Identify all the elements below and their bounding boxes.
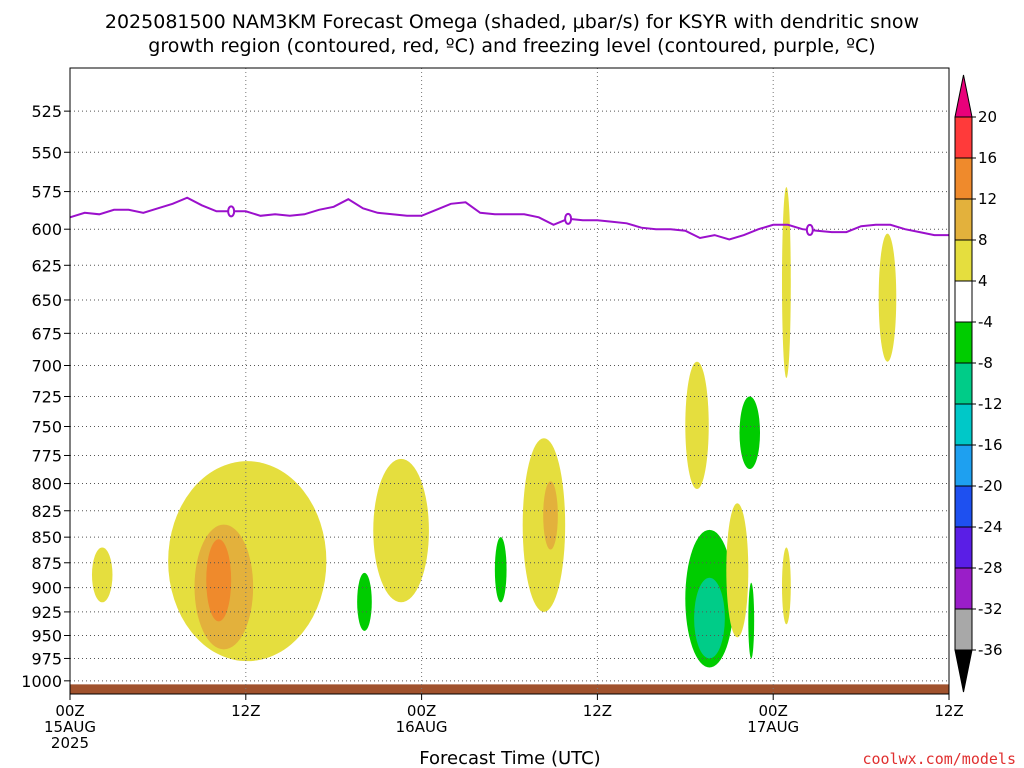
y-tick-label: 575 xyxy=(31,183,62,202)
colorbar-label: -32 xyxy=(978,600,1003,618)
x-tick-label: 00Z xyxy=(407,702,436,720)
omega-colorbar: 20 16 12 8 4 -4 -8 -12 -16 -20 -24 -28 -32 -36 xyxy=(954,74,1003,693)
colorbar-band-11 xyxy=(954,567,973,610)
colorbar-label: -20 xyxy=(978,477,1003,495)
x-tick-label: 15AUG xyxy=(44,718,96,736)
omega-region-15 xyxy=(781,186,791,379)
colorbar-label: -36 xyxy=(978,641,1003,659)
y-tick-label: 600 xyxy=(31,220,62,239)
omega-region-8 xyxy=(543,481,558,550)
credit-text: coolwx.com/models xyxy=(862,750,1016,768)
colorbar-label: -8 xyxy=(978,354,993,372)
omega-region-14 xyxy=(748,582,755,659)
colorbar-band-9 xyxy=(954,485,973,528)
x-tick-label: 12Z xyxy=(583,702,612,720)
omega-region-0 xyxy=(91,547,113,603)
y-tick-label: 925 xyxy=(31,603,62,622)
omega-region-17 xyxy=(878,233,897,362)
chart-title-line-2: growth region (contoured, red, ºC) and f… xyxy=(148,35,875,57)
colorbar-label: -28 xyxy=(978,559,1003,577)
omega-region-11 xyxy=(694,577,725,659)
colorbar-band-12 xyxy=(954,608,973,651)
x-tick-label: 2025 xyxy=(51,734,89,752)
x-tick-label: 12Z xyxy=(231,702,260,720)
colorbar-band-6 xyxy=(954,362,973,405)
freezing-level-label-2 xyxy=(805,223,814,236)
y-tick-label: 725 xyxy=(31,388,62,407)
colorbar-label: -16 xyxy=(978,436,1003,454)
y-tick-label: 550 xyxy=(31,143,62,162)
omega-region-12 xyxy=(726,503,749,638)
colorbar-band-4 xyxy=(954,280,973,323)
colorbar-label: -24 xyxy=(978,518,1003,536)
y-tick-label: 975 xyxy=(31,649,62,668)
colorbar-band-0 xyxy=(954,116,973,159)
colorbar-band-5 xyxy=(954,321,973,364)
colorbar-band-7 xyxy=(954,403,973,446)
freezing-level-line xyxy=(69,196,949,241)
colorbar-label: -12 xyxy=(978,395,1003,413)
y-tick-label: 775 xyxy=(31,446,62,465)
omega-region-9 xyxy=(685,361,709,490)
grid-lines xyxy=(70,68,949,694)
omega-region-13 xyxy=(739,396,761,470)
x-tick-label: 16AUG xyxy=(396,718,448,736)
colorbar-top-triangle xyxy=(954,74,973,118)
colorbar-label: 8 xyxy=(978,231,988,249)
colorbar-label: 12 xyxy=(978,190,997,208)
colorbar-label: 4 xyxy=(978,272,988,290)
plot-frame xyxy=(69,67,950,695)
omega-region-5 xyxy=(373,458,429,603)
y-tick-label: 825 xyxy=(31,502,62,521)
chart-title-line-1: 2025081500 NAM3KM Forecast Omega (shaded… xyxy=(105,11,919,33)
y-tick-label: 1000 xyxy=(21,672,62,691)
terrain-fill xyxy=(70,684,949,694)
pressure-axis: 525 550 575 600 625 650 675 700 725 750 775 800 825 8… xyxy=(21,102,70,691)
x-tick-label: 12Z xyxy=(934,702,963,720)
omega-region-4 xyxy=(357,572,372,631)
y-tick-label: 525 xyxy=(31,102,62,121)
terrain-band xyxy=(70,684,949,694)
colorbar-label: 16 xyxy=(978,149,997,167)
x-tick-label: 17AUG xyxy=(747,718,799,736)
x-axis-title: Forecast Time (UTC) xyxy=(419,748,600,768)
omega-shading xyxy=(91,186,897,668)
colorbar-band-10 xyxy=(954,526,973,569)
freezing-level-label-0 xyxy=(227,205,236,218)
colorbar-label: 20 xyxy=(978,108,997,126)
y-tick-label: 850 xyxy=(31,528,62,547)
omega-region-16 xyxy=(781,547,791,625)
y-tick-label: 750 xyxy=(31,417,62,436)
y-tick-label: 950 xyxy=(31,626,62,645)
colorbar-label: -4 xyxy=(978,313,993,331)
omega-region-3 xyxy=(206,539,232,622)
freezing-level-contour xyxy=(69,196,949,241)
colorbar-band-1 xyxy=(954,157,973,200)
y-tick-label: 900 xyxy=(31,579,62,598)
y-tick-label: 875 xyxy=(31,554,62,573)
omega-region-6 xyxy=(494,537,507,603)
y-tick-label: 650 xyxy=(31,291,62,310)
x-tick-label: 00Z xyxy=(55,702,84,720)
x-tick-label: 00Z xyxy=(759,702,788,720)
y-tick-label: 625 xyxy=(31,256,62,275)
colorbar-bottom-triangle xyxy=(954,649,973,693)
y-tick-label: 675 xyxy=(31,324,62,343)
colorbar-band-3 xyxy=(954,239,973,282)
colorbar-band-8 xyxy=(954,444,973,487)
y-tick-label: 800 xyxy=(31,475,62,494)
colorbar-band-2 xyxy=(954,198,973,241)
freezing-level-label-1 xyxy=(564,212,573,225)
y-tick-label: 700 xyxy=(31,356,62,375)
